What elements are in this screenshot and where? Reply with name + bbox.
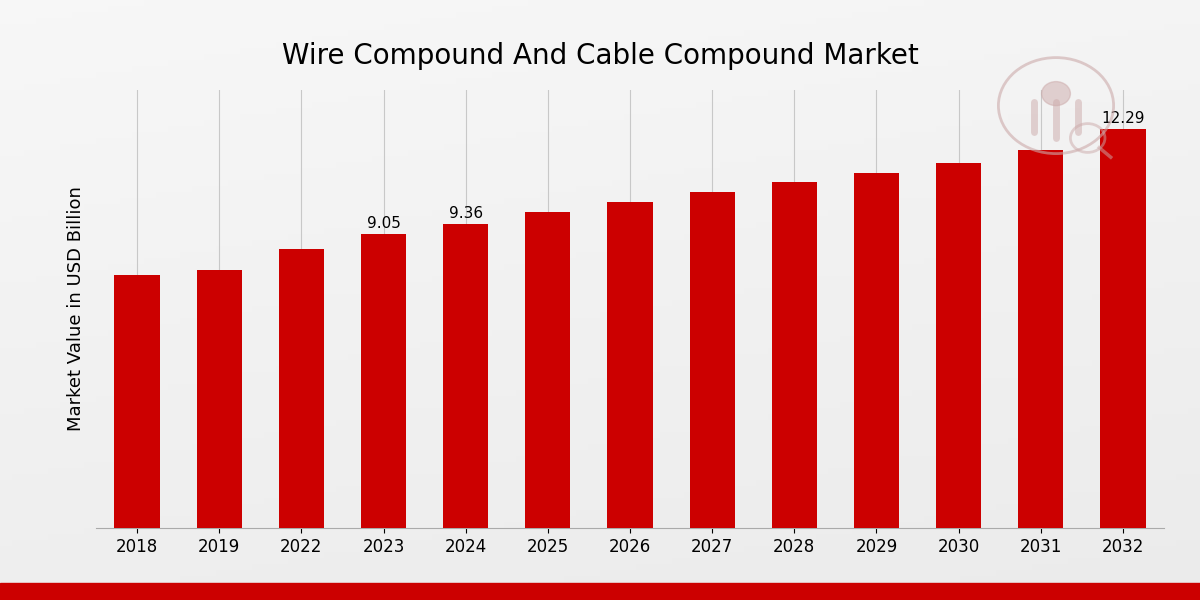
- Bar: [443, 224, 488, 528]
- Bar: [197, 270, 242, 528]
- Bar: [772, 182, 817, 528]
- Bar: [1018, 150, 1063, 528]
- Text: 12.29: 12.29: [1102, 111, 1145, 126]
- Text: 9.36: 9.36: [449, 206, 482, 221]
- Y-axis label: Market Value in USD Billion: Market Value in USD Billion: [67, 187, 85, 431]
- Bar: [278, 249, 324, 528]
- Bar: [936, 163, 982, 528]
- Circle shape: [1042, 82, 1070, 106]
- Bar: [690, 192, 734, 528]
- Bar: [607, 202, 653, 528]
- Bar: [1100, 129, 1146, 528]
- Bar: [526, 212, 570, 528]
- Text: Wire Compound And Cable Compound Market: Wire Compound And Cable Compound Market: [282, 42, 918, 70]
- Bar: [114, 275, 160, 528]
- Bar: [361, 235, 406, 528]
- Text: 9.05: 9.05: [367, 216, 401, 231]
- Bar: [0, 583, 1200, 600]
- Bar: [854, 173, 899, 528]
